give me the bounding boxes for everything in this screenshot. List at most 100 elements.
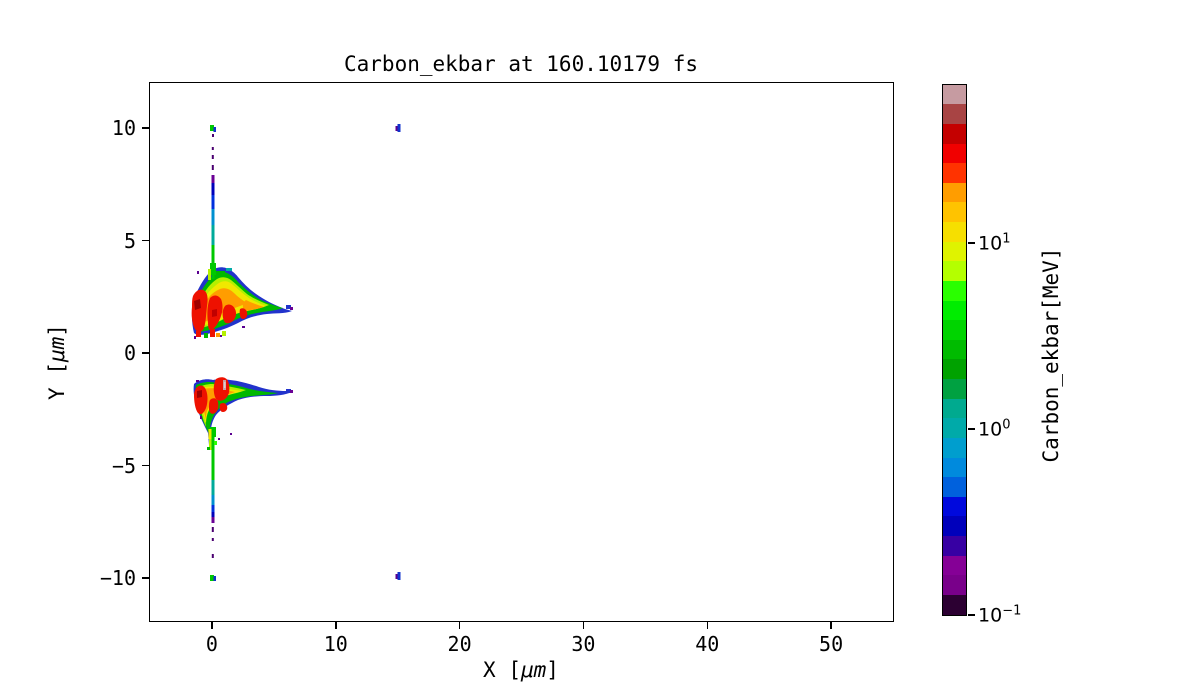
colorbar-segment-17 [942, 261, 966, 281]
y-tick-mark-−10 [142, 577, 150, 579]
y-tick-label-10: 10 [111, 116, 136, 141]
colorbar-tick-mark-0 [967, 428, 975, 430]
colorbar-label: Carbon_ekbar[MeV] [1039, 247, 1063, 463]
colorbar-segment-26 [942, 84, 966, 105]
plume-region-20 [219, 402, 227, 412]
colorbar-segment-1 [942, 575, 966, 595]
y-tick-mark-0 [142, 352, 150, 354]
colorbar-segment-24 [942, 123, 966, 144]
colorbar-segment-20 [942, 202, 966, 222]
colorbar-segment-16 [942, 280, 966, 301]
heatmap-speck-16 [395, 573, 397, 579]
x-tick-mark-0 [211, 621, 213, 629]
heatmap-speck-1 [209, 262, 216, 275]
heatmap-speck-2 [207, 268, 211, 280]
x-tick-label-30: 30 [571, 632, 596, 656]
heatmap-speck-43 [209, 574, 214, 581]
colorbar-segment-5 [942, 496, 966, 517]
colorbar-segment-15 [942, 300, 966, 321]
heatmap-speck-41 [211, 537, 214, 541]
heatmap-speck-5 [211, 194, 214, 209]
colorbar-tick-exponent: 1 [1002, 231, 1011, 247]
heatmap-speck-51 [229, 432, 232, 435]
heatmap-speck-4 [211, 208, 214, 225]
colorbar-segment-25 [942, 104, 966, 124]
x-axis-label-mu: μm [520, 658, 547, 682]
y-tick-label-−10: −10 [99, 566, 136, 591]
colorbar-tick-mark-1 [967, 242, 975, 244]
y-axis-label-prefix: Y [ [45, 362, 69, 400]
y-axis-label: Y [μm] [45, 324, 69, 400]
heatmap-canvas [191, 123, 400, 581]
y-tick-mark-5 [142, 239, 150, 242]
heatmap-speck-15 [397, 123, 400, 132]
heatmap-speck-21 [209, 328, 215, 337]
colorbar-segment-10 [942, 398, 966, 419]
heatmap-speck-30 [289, 306, 293, 310]
heatmap-speck-32 [209, 426, 216, 437]
colorbar-segment-7 [942, 457, 966, 478]
heatmap-speck-54 [213, 440, 217, 445]
colorbar-tick-base: 10 [978, 604, 1003, 627]
colorbar-segment-13 [942, 339, 966, 360]
y-axis-label-mu: μm [45, 336, 69, 363]
heatmap-speck-42 [211, 553, 214, 558]
plume-region-6 [191, 289, 208, 332]
colorbar-segment-6 [942, 477, 966, 497]
x-tick-mark-10 [335, 621, 337, 629]
heatmap-speck-52 [195, 379, 199, 382]
y-tick-label-0: 0 [123, 341, 136, 366]
plume-region-9 [239, 307, 247, 319]
heatmap-speck-37 [211, 504, 214, 512]
colorbar [941, 83, 967, 616]
x-axis-label-prefix: X [ [483, 658, 521, 682]
heatmap-speck-27 [219, 334, 222, 337]
heatmap-speck-31 [211, 432, 214, 480]
colorbar-tick-exponent: 0 [1002, 417, 1011, 433]
heatmap-speck-40 [211, 526, 214, 532]
colorbar-segment-19 [942, 222, 966, 242]
heatmap-speck-20 [195, 330, 201, 337]
heatmap-speck-22 [215, 332, 220, 337]
heatmap-speck-18 [215, 270, 225, 275]
plume-region-21 [196, 389, 202, 398]
x-tick-mark-20 [458, 621, 461, 629]
heatmap-speck-36 [211, 494, 214, 505]
y-tick-mark-−5 [142, 464, 150, 467]
heatmap-speck-9 [211, 154, 214, 159]
x-tick-mark-50 [830, 621, 832, 629]
plot-area [148, 81, 894, 622]
heatmap-speck-33 [208, 428, 211, 439]
heatmap-speck-44 [213, 575, 216, 581]
x-axis-label: X [μm] [483, 658, 559, 682]
heatmap-speck-12 [213, 126, 216, 132]
colorbar-tick-exponent: −1 [1002, 603, 1022, 619]
colorbar-segment-11 [942, 379, 966, 399]
colorbar-tick-label-1: 101 [978, 231, 1010, 254]
y-tick-label-−5: −5 [111, 453, 136, 478]
x-tick-label-0: 0 [205, 632, 218, 656]
colorbar-segment-18 [942, 241, 966, 262]
x-tick-label-10: 10 [323, 632, 348, 656]
colorbar-tick-base: 10 [978, 418, 1003, 441]
colorbar-segment-9 [942, 418, 966, 438]
plume-region-8 [222, 304, 236, 323]
heatmap-speck-6 [211, 182, 214, 195]
heatmap-speck-23 [203, 332, 208, 338]
heatmap-speck-7 [211, 174, 214, 183]
x-tick-label-20: 20 [447, 632, 472, 656]
heatmap-speck-26 [241, 325, 245, 328]
chart-title: Carbon_ekbar at 160.10179 fs [343, 52, 699, 76]
y-tick-label-5: 5 [123, 228, 136, 253]
colorbar-segment-8 [942, 437, 966, 458]
heatmap-speck-47 [285, 388, 291, 393]
colorbar-segment-3 [942, 536, 966, 556]
heatmap-speck-53 [206, 446, 210, 450]
heatmap-speck-34 [208, 438, 211, 450]
heatmap-speck-11 [209, 124, 214, 131]
plume-region-11 [211, 308, 217, 317]
heatmap-speck-46 [223, 381, 225, 388]
heatmap-speck-19 [225, 267, 232, 271]
heatmap-speck-3 [211, 224, 214, 245]
